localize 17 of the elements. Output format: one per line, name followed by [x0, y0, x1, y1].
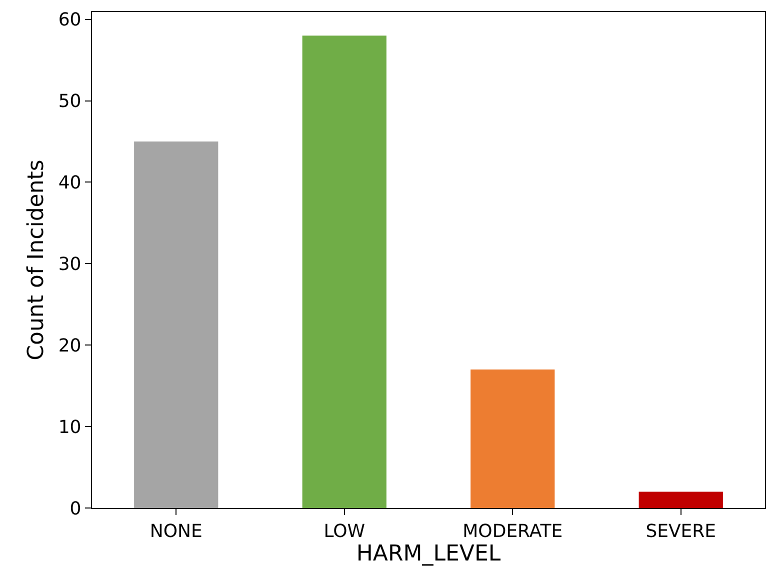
y-tick-label: 40	[58, 172, 82, 194]
y-tick-label: 30	[58, 254, 82, 275]
y-tick-label: 10	[58, 416, 82, 438]
y-axis-title: Count of Incidents	[24, 160, 50, 360]
x-tick-label: SEVERE	[646, 520, 716, 542]
y-tick-label: 20	[58, 335, 82, 356]
y-tick-label: 50	[58, 91, 82, 112]
y-tick-label: 60	[58, 10, 82, 31]
x-tick-label: NONE	[150, 520, 202, 542]
y-tick-label: 0	[70, 498, 82, 520]
bar	[470, 370, 555, 508]
bar	[302, 36, 386, 508]
x-axis-title: HARM_LEVEL	[356, 542, 502, 567]
bar	[134, 142, 218, 508]
x-tick-label: MODERATE	[462, 520, 563, 542]
x-tick-label: LOW	[324, 520, 366, 542]
bar	[638, 492, 723, 508]
